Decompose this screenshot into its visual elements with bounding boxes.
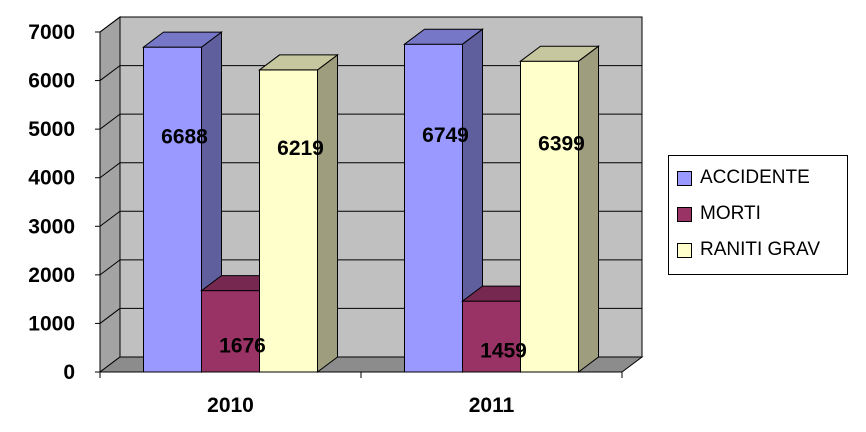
bar-raniti-grav-2010 (259, 69, 318, 373)
bar-top (258, 54, 339, 71)
x-tick-label: 2010 (207, 394, 254, 417)
data-label: 1676 (219, 334, 266, 357)
bar-accidente-2010 (143, 46, 202, 373)
bar-top (403, 28, 484, 45)
chart-side-wall (99, 16, 121, 373)
data-label: 6688 (161, 126, 208, 149)
y-tick-label: 2000 (28, 264, 75, 287)
bar-top (142, 31, 223, 48)
legend-item: MORTI (677, 201, 761, 227)
legend-swatch (677, 170, 692, 186)
y-tick-label: 1000 (28, 312, 75, 335)
bar-accidente-2011 (404, 43, 463, 373)
y-tick-label: 3000 (28, 215, 75, 238)
bar-side (578, 45, 599, 373)
chart-legend: ACCIDENTE MORTI RANITI GRAV (668, 155, 848, 275)
legend-label: RANITI GRAV (700, 239, 820, 260)
y-tick-label: 5000 (28, 118, 75, 141)
bar-side (317, 53, 338, 373)
legend-item: RANITI GRAV (677, 237, 820, 263)
y-tick-label: 6000 (28, 70, 75, 93)
data-label: 6749 (422, 124, 469, 147)
legend-item: ACCIDENTE (677, 165, 810, 191)
legend-swatch (677, 242, 692, 258)
y-tick-label: 0 (63, 361, 75, 384)
y-tick-label: 4000 (28, 167, 75, 190)
bar-top (519, 45, 600, 62)
data-label: 6219 (277, 137, 324, 160)
gridline (99, 16, 642, 33)
data-label: 6399 (538, 133, 585, 156)
y-tick-label: 7000 (28, 21, 75, 44)
x-tick-label: 2011 (469, 394, 515, 417)
legend-swatch (677, 206, 692, 222)
bar-morti-2011 (462, 300, 521, 373)
data-label: 1459 (480, 340, 527, 363)
legend-label: ACCIDENTE (700, 167, 810, 188)
legend-label: MORTI (700, 203, 761, 224)
bar-morti-2010 (201, 290, 260, 373)
bar-raniti-grav-2011 (520, 60, 579, 373)
